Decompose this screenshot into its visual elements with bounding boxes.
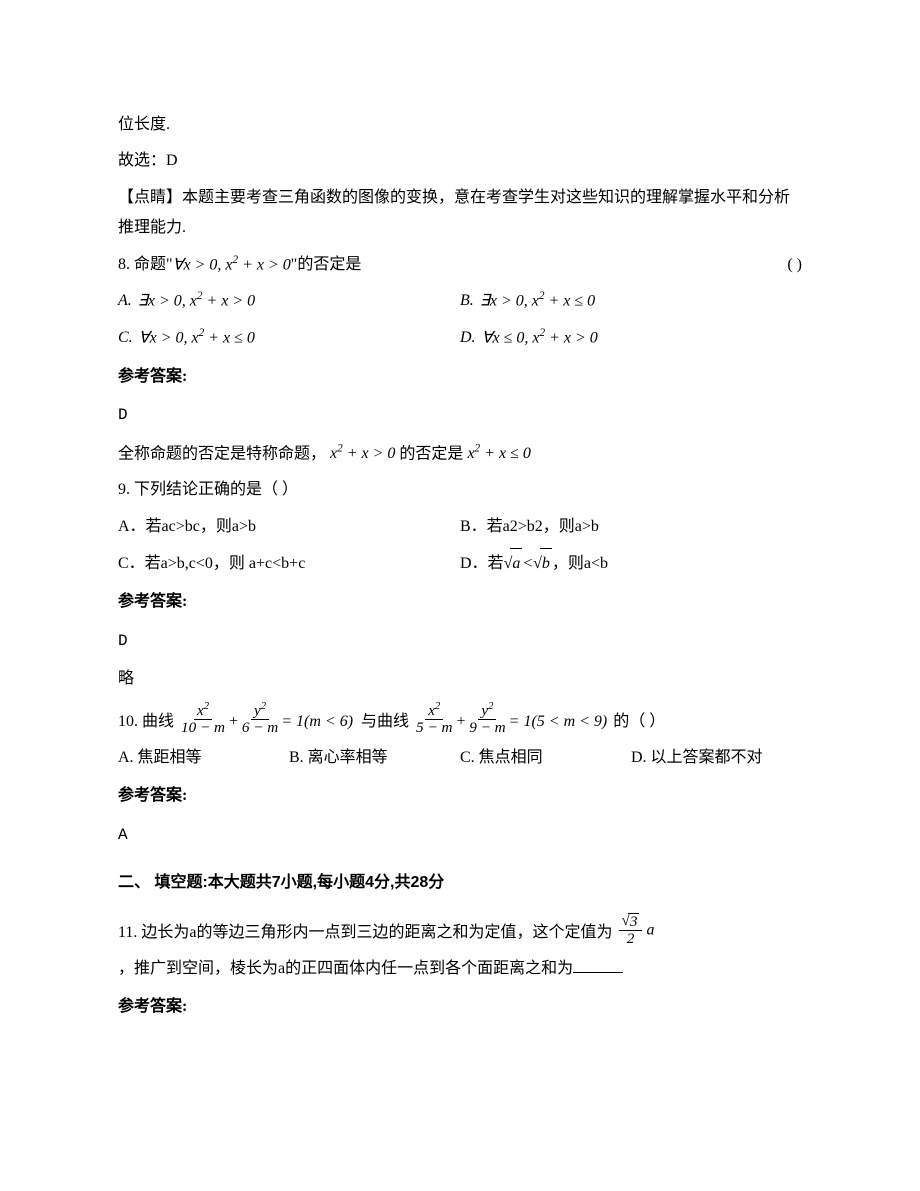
q10-e1-t2d: 6 − m: [239, 720, 281, 737]
q11-frac-suffix: a: [646, 921, 654, 938]
q8-opt-a: A. ∃x > 0, x2 + x > 0: [118, 286, 460, 317]
q8-a-letter: A.: [118, 286, 132, 316]
q8-d-rest: + x > 0: [545, 329, 598, 346]
q8-b-quant: ∃x > 0, x: [480, 293, 539, 310]
q10-e2-t1d: 5 − m: [413, 720, 455, 737]
q8-expl: 全称命题的否定是特称命题， x2 + x > 0 的否定是 x2 + x ≤ 0: [118, 439, 802, 470]
q11-l2-text: ，推广到空间，棱长为a的正四面体内任一点到各个面距离之和为: [118, 960, 573, 977]
q8-d-quant: ∀x ≤ 0, x: [482, 329, 540, 346]
q9-d-post: ，则a<b: [552, 549, 608, 579]
q8-d-letter: D.: [460, 323, 476, 353]
q10-opt-a: A. 焦距相等: [118, 743, 289, 773]
q10-options: A. 焦距相等 B. 离心率相等 C. 焦点相同 D. 以上答案都不对: [118, 743, 802, 773]
q9-opt-a: A．若ac>bc，则a>b: [118, 512, 460, 542]
q8-expl-m2a: x: [467, 445, 474, 462]
q9-d-b: b: [540, 548, 552, 579]
q9-ans: D: [118, 626, 802, 656]
intro-l3: 【点睛】本题主要考查三角函数的图像的变换，意在考查学生对这些知识的理解掌握水平和…: [118, 183, 802, 244]
sqrt-a: √a: [504, 548, 523, 579]
q10-e1-t2n: y: [254, 702, 261, 719]
q9-d-pre: D．若: [460, 549, 504, 579]
q11-ans-label: 参考答案:: [118, 992, 802, 1022]
q8-c-quant: ∀x > 0, x: [139, 329, 199, 346]
q11-pre: 11. 边长为a的等边三角形内一点到三边的距离之和为定值，这个定值为: [118, 918, 613, 948]
intro-l2: 故选：D: [118, 146, 802, 176]
q9-d-lt: <: [522, 549, 533, 579]
q8-row1: A. ∃x > 0, x2 + x > 0 B. ∃x > 0, x2 + x …: [118, 286, 802, 317]
q9-opt-c: C．若a>b,c<0，则 a+c<b+c: [118, 548, 460, 579]
q10-e1-t1d: 10 − m: [178, 720, 228, 737]
q9-stem: 9. 下列结论正确的是（ ）: [118, 475, 802, 505]
q10-stem: 10. 曲线 x2 10 − m + y2 6 − m = 1(m < 6) 与…: [118, 701, 802, 738]
q10-e1-t1n: x: [197, 702, 204, 719]
q8-bracket: ( ): [747, 250, 802, 280]
q8-ans: D: [118, 400, 802, 430]
q8-ans-label: 参考答案:: [118, 362, 802, 392]
q8-expl-m2: x2 + x ≤ 0: [467, 445, 530, 462]
q10-post: 的（ ）: [613, 707, 665, 737]
q10-e2-eq: = 1(5 < m < 9): [509, 707, 608, 737]
q10-e2-t1n: x: [428, 702, 435, 719]
q9-row1: A．若ac>bc，则a>b B．若a2>b2，则a>b: [118, 512, 802, 542]
q8-stem-pre: 8. 命题": [118, 250, 173, 280]
q10-ans: A: [118, 820, 802, 850]
q8-c-rest: + x ≤ 0: [204, 329, 255, 346]
q10-mid: 与曲线: [361, 707, 409, 737]
q10-e2-t2d: 9 − m: [466, 720, 508, 737]
q8-c-letter: C.: [118, 323, 133, 353]
q11-frac: √3 2: [619, 913, 643, 948]
q10-e2-t1: x2 5 − m: [413, 701, 455, 738]
q8-opt-b: B. ∃x > 0, x2 + x ≤ 0: [460, 286, 802, 317]
q11-l2: ，推广到空间，棱长为a的正四面体内任一点到各个面距离之和为: [118, 954, 802, 984]
intro-l1: 位长度.: [118, 110, 802, 140]
q8-opt-d: D. ∀x ≤ 0, x2 + x > 0: [460, 323, 802, 354]
sqrt-b: √b: [533, 548, 552, 579]
section2-head: 二、 填空题:本大题共7小题,每小题4分,共28分: [118, 868, 802, 898]
q10-pre: 10. 曲线: [118, 707, 174, 737]
q8-a-rest: + x > 0: [202, 293, 255, 310]
q9-d-a: a: [510, 548, 522, 579]
q9-opt-b: B．若a2>b2，则a>b: [460, 512, 802, 542]
q10-opt-d: D. 以上答案都不对: [631, 743, 802, 773]
q8-d-math: ∀x ≤ 0, x2 + x > 0: [482, 323, 598, 354]
q8-expl-mid: 的否定是: [399, 445, 463, 462]
q9-opt-d: D．若 √a < √b ，则a<b: [460, 548, 802, 579]
q8-b-math: ∃x > 0, x2 + x ≤ 0: [480, 286, 595, 317]
q10-opt-b: B. 离心率相等: [289, 743, 460, 773]
q8-stem: 8. 命题" ∀x > 0, x2 + x > 0 "的否定是 ( ): [118, 250, 802, 281]
q8-b-rest: + x ≤ 0: [544, 293, 595, 310]
q8-expl-m2b: + x ≤ 0: [480, 445, 531, 462]
q8-b-letter: B.: [460, 286, 474, 316]
q10-e1-eq: = 1(m < 6): [281, 707, 353, 737]
q10-opt-c: C. 焦点相同: [460, 743, 631, 773]
q9-row2: C．若a>b,c<0，则 a+c<b+c D．若 √a < √b ，则a<b: [118, 548, 802, 579]
q8-expl-pre: 全称命题的否定是特称命题，: [118, 445, 326, 462]
q10-e1-t1: x2 10 − m: [178, 701, 228, 738]
q10-e2-plus: +: [455, 707, 466, 737]
q8-a-quant: ∃x > 0, x: [138, 293, 197, 310]
q11-l1: 11. 边长为a的等边三角形内一点到三边的距离之和为定值，这个定值为 √3 2 …: [118, 913, 802, 948]
q8-stem-quant: ∀x > 0, x: [173, 256, 233, 273]
q10-e1-plus: +: [228, 707, 239, 737]
q9-ans-label: 参考答案:: [118, 587, 802, 617]
q8-expl-m1: x2 + x > 0: [330, 445, 395, 462]
q8-c-math: ∀x > 0, x2 + x ≤ 0: [139, 323, 255, 354]
q10-e2-t2: y2 9 − m: [466, 701, 508, 738]
q11-frac-d: 2: [624, 931, 638, 948]
q10-ans-label: 参考答案:: [118, 781, 802, 811]
q11-blank: [573, 957, 623, 973]
q8-expl-m1b: + x > 0: [343, 445, 396, 462]
q8-a-math: ∃x > 0, x2 + x > 0: [138, 286, 255, 317]
q8-stem-rest: + x > 0: [238, 256, 291, 273]
q8-stem-math: ∀x > 0, x2 + x > 0: [173, 250, 291, 281]
q8-opt-c: C. ∀x > 0, x2 + x ≤ 0: [118, 323, 460, 354]
q11-frac-n: 3: [628, 913, 640, 931]
q9-expl: 略: [118, 664, 802, 694]
q10-e1-t2: y2 6 − m: [239, 701, 281, 738]
q8-stem-post: "的否定是: [291, 250, 362, 280]
q8-row2: C. ∀x > 0, x2 + x ≤ 0 D. ∀x ≤ 0, x2 + x …: [118, 323, 802, 354]
